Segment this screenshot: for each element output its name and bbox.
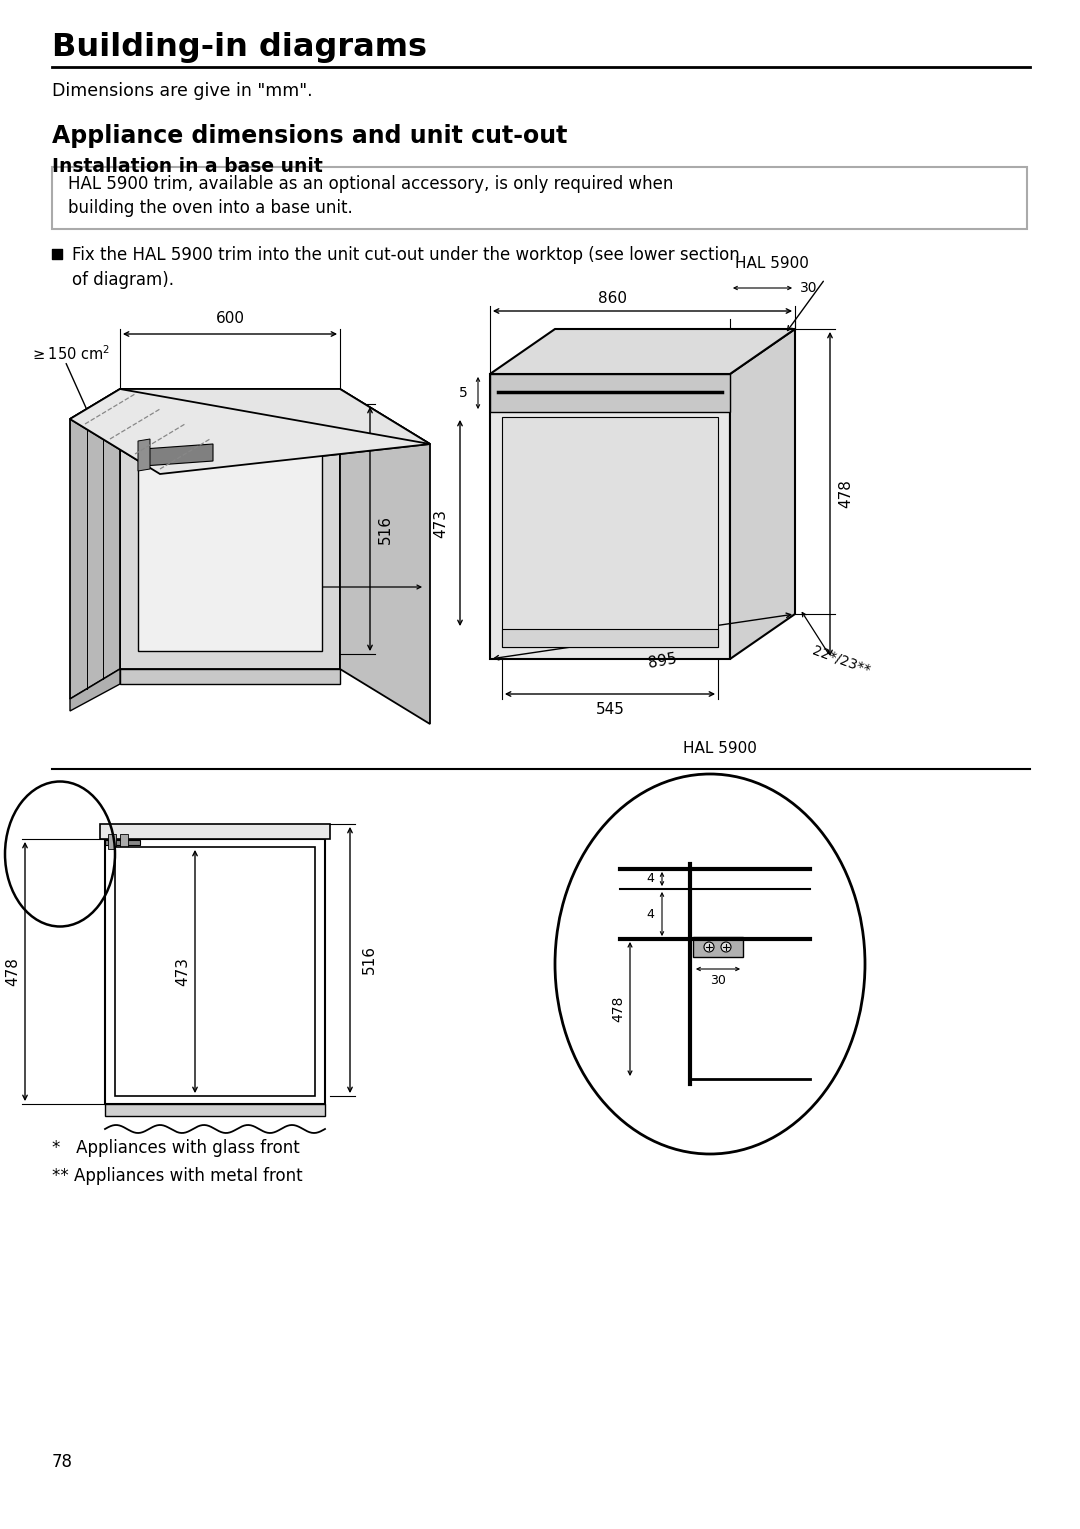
Text: Installation in a base unit: Installation in a base unit xyxy=(52,157,323,176)
Polygon shape xyxy=(730,329,795,659)
Text: building the oven into a base unit.: building the oven into a base unit. xyxy=(68,199,353,217)
Text: HAL 5900: HAL 5900 xyxy=(683,742,757,755)
Text: $\geq$150 cm$^2$: $\geq$150 cm$^2$ xyxy=(30,344,110,364)
FancyBboxPatch shape xyxy=(52,167,1027,229)
Text: 516: 516 xyxy=(378,514,393,543)
Text: Building-in diagrams: Building-in diagrams xyxy=(52,32,427,63)
Polygon shape xyxy=(502,417,718,647)
Text: 4: 4 xyxy=(646,873,654,885)
Polygon shape xyxy=(693,937,743,957)
Text: 473: 473 xyxy=(175,957,190,986)
Text: 22*/23**: 22*/23** xyxy=(810,644,872,677)
Text: 516: 516 xyxy=(362,945,377,974)
Text: HAL 5900: HAL 5900 xyxy=(735,255,809,271)
Polygon shape xyxy=(108,833,116,849)
Polygon shape xyxy=(143,443,213,466)
Polygon shape xyxy=(490,329,795,375)
Text: Appliance dimensions and unit cut-out: Appliance dimensions and unit cut-out xyxy=(52,124,567,148)
Text: HAL 5900 trim, available as an optional accessory, is only required when: HAL 5900 trim, available as an optional … xyxy=(68,174,673,193)
Polygon shape xyxy=(120,833,129,849)
Polygon shape xyxy=(114,847,315,1096)
Text: 478: 478 xyxy=(611,995,625,1023)
Polygon shape xyxy=(70,670,120,711)
Text: 478: 478 xyxy=(838,480,853,509)
Polygon shape xyxy=(490,375,730,659)
Polygon shape xyxy=(100,824,330,839)
Polygon shape xyxy=(138,439,150,471)
Circle shape xyxy=(721,942,731,953)
Text: 473: 473 xyxy=(433,509,448,538)
Polygon shape xyxy=(70,388,120,699)
Text: 600: 600 xyxy=(216,310,244,326)
Polygon shape xyxy=(105,1104,325,1116)
Polygon shape xyxy=(105,839,140,846)
Text: 4: 4 xyxy=(646,908,654,920)
Text: 478: 478 xyxy=(5,957,21,986)
Text: $\geq$550: $\geq$550 xyxy=(151,468,195,482)
Ellipse shape xyxy=(555,774,865,1154)
Text: of diagram).: of diagram). xyxy=(72,271,174,289)
Text: Fix the HAL 5900 trim into the unit cut-out under the worktop (see lower section: Fix the HAL 5900 trim into the unit cut-… xyxy=(72,246,740,265)
Text: 860: 860 xyxy=(598,291,627,306)
Text: $\geq$860: $\geq$860 xyxy=(171,567,215,583)
Text: *   Appliances with glass front: * Appliances with glass front xyxy=(52,1139,300,1157)
Text: ** Appliances with metal front: ** Appliances with metal front xyxy=(52,1167,302,1185)
Polygon shape xyxy=(70,388,430,474)
Circle shape xyxy=(704,942,714,953)
Polygon shape xyxy=(490,375,730,411)
Polygon shape xyxy=(70,388,430,474)
Polygon shape xyxy=(138,443,322,651)
Text: 30: 30 xyxy=(710,974,726,988)
Text: 78: 78 xyxy=(52,1453,73,1471)
Text: 545: 545 xyxy=(595,702,624,717)
Text: 30: 30 xyxy=(800,281,818,295)
Polygon shape xyxy=(120,388,340,670)
Text: 895: 895 xyxy=(647,651,678,671)
Text: 5: 5 xyxy=(459,385,468,401)
Polygon shape xyxy=(502,628,718,647)
Polygon shape xyxy=(105,839,325,1104)
Polygon shape xyxy=(340,388,430,725)
Polygon shape xyxy=(120,388,430,443)
Text: Dimensions are give in "mm".: Dimensions are give in "mm". xyxy=(52,83,312,99)
Polygon shape xyxy=(120,670,340,683)
